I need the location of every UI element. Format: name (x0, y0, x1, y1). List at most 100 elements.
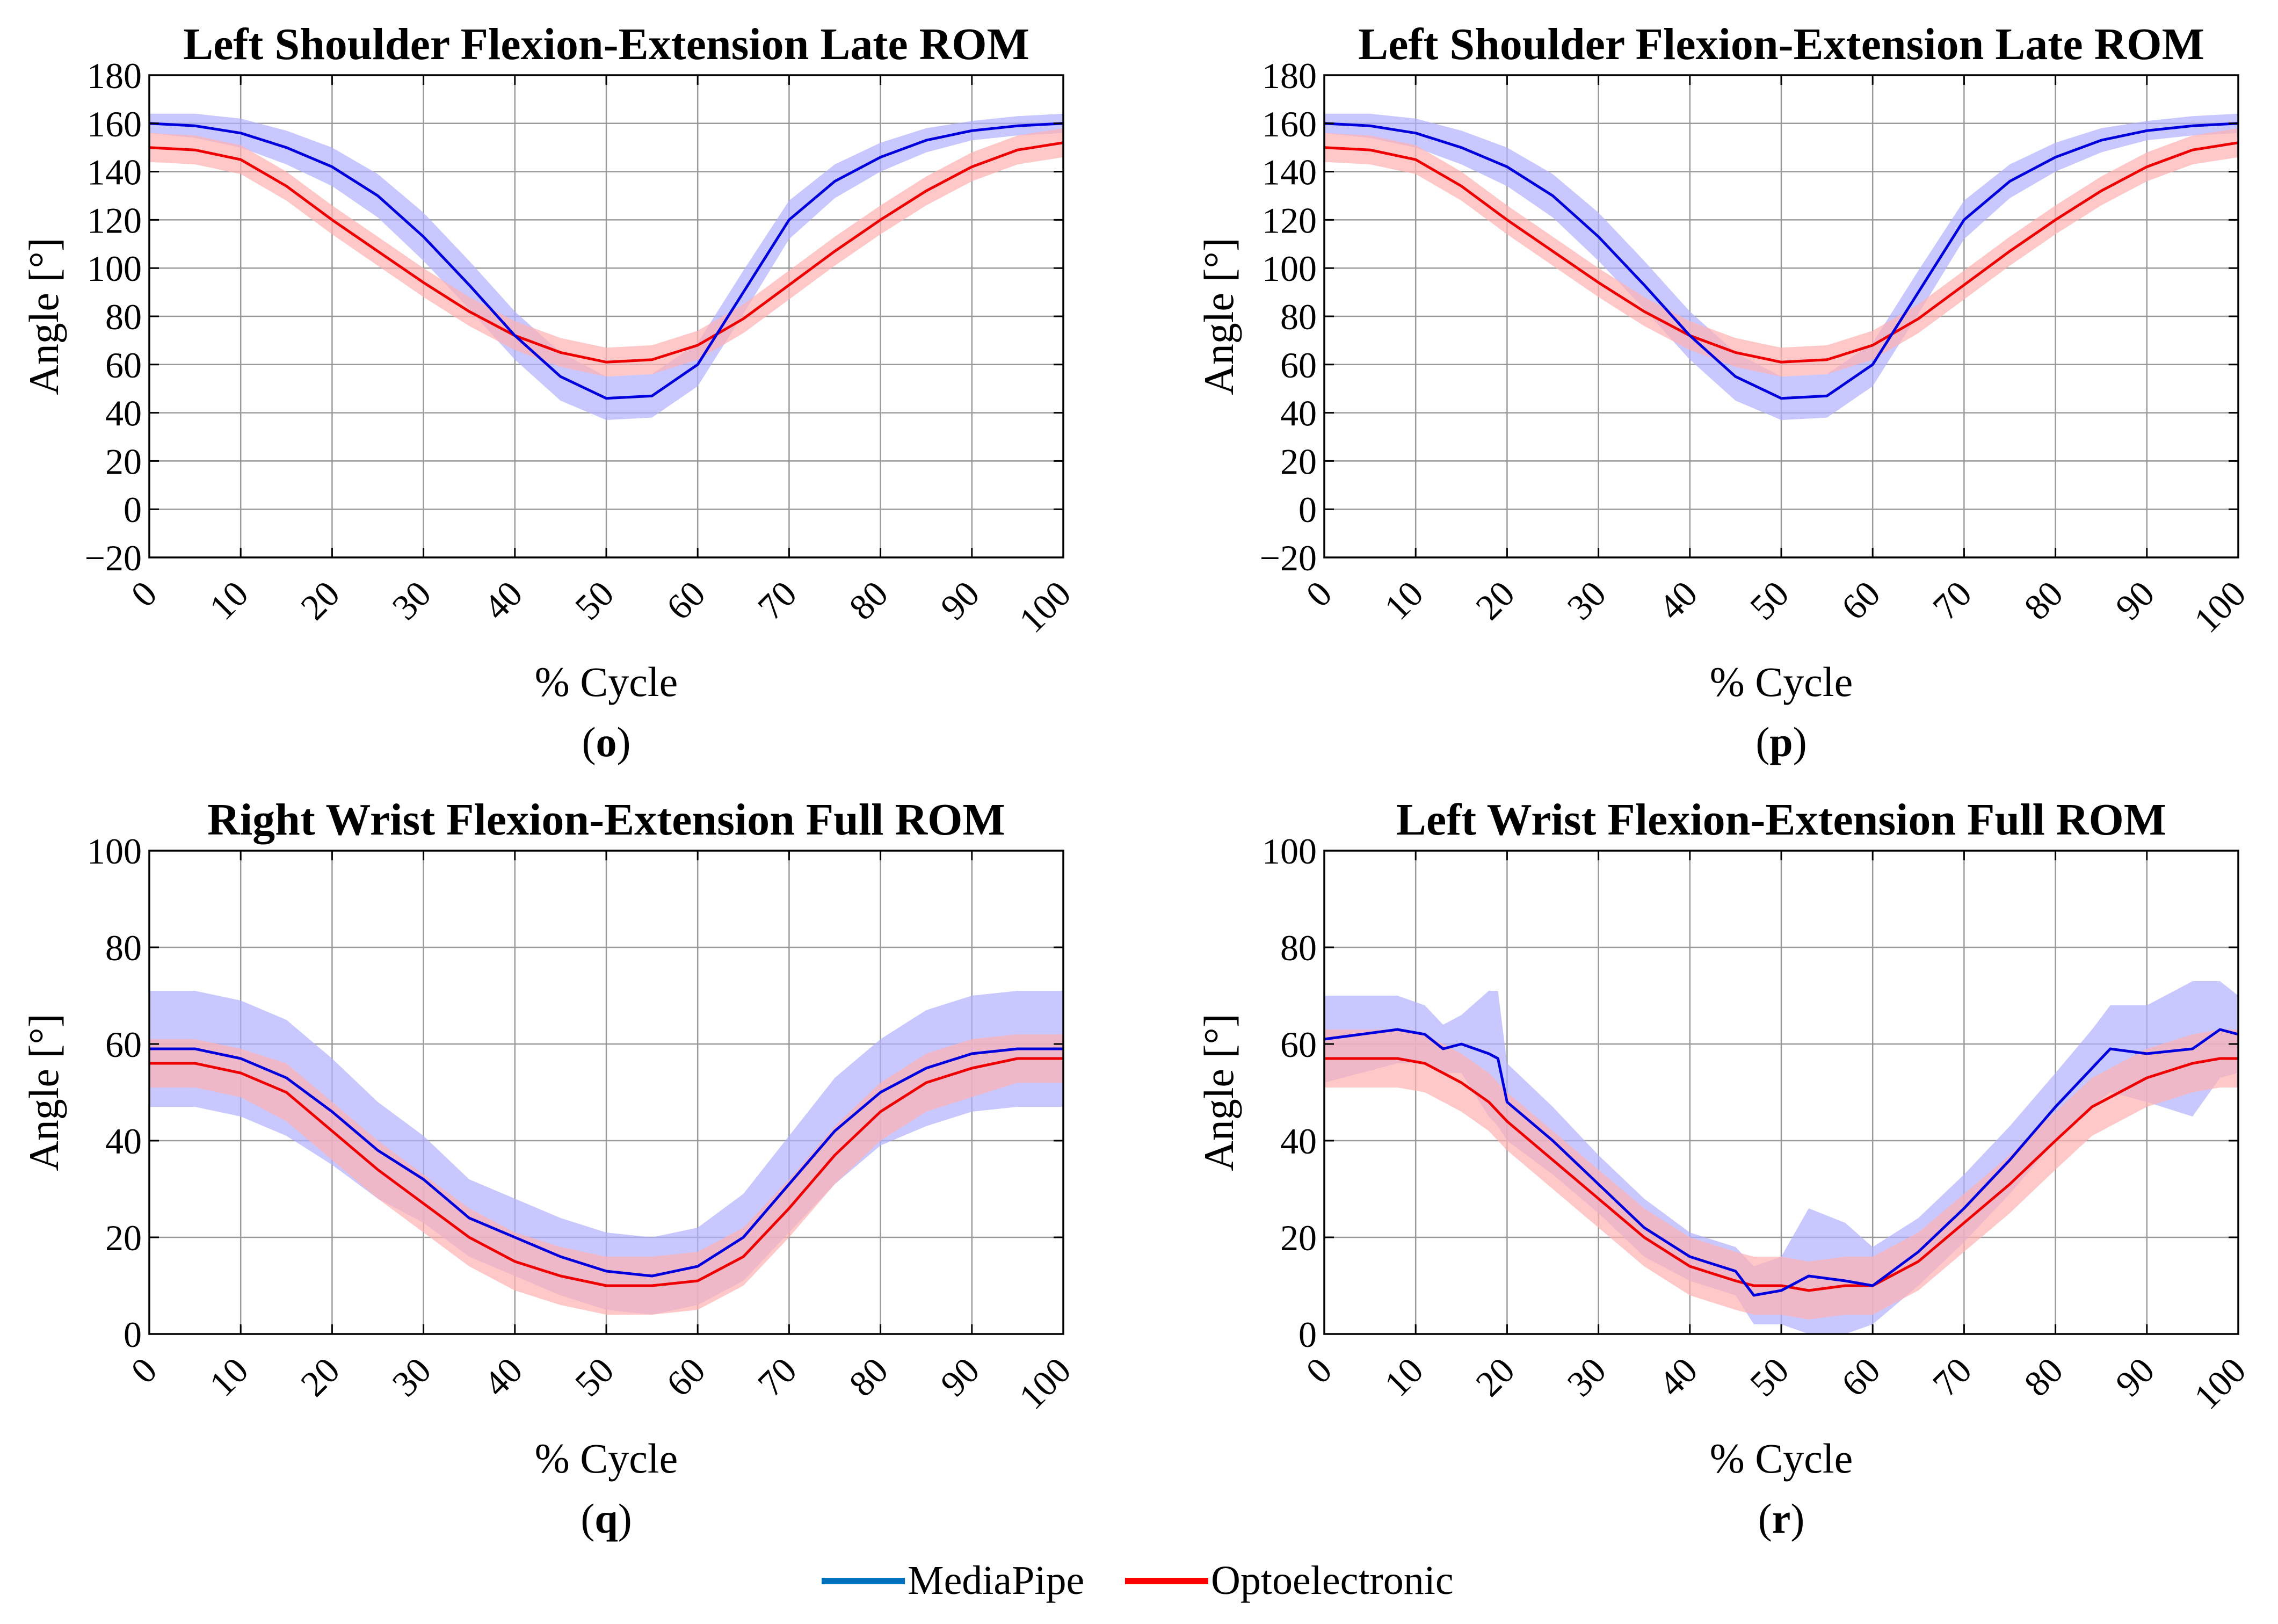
y-tick-label: 120 (87, 200, 142, 241)
x-tick-label: 20 (293, 573, 347, 628)
y-tick-label: 80 (105, 927, 142, 968)
legend-label-optoelectronic: Optoelectronic (1211, 1558, 1454, 1603)
y-tick-label: 80 (105, 296, 142, 337)
line-optoelectronic (149, 141, 1064, 364)
y-tick-label: 80 (1280, 927, 1317, 968)
x-tick-label: 40 (1651, 573, 1706, 628)
y-tick-label: 20 (1280, 1217, 1317, 1258)
y-tick-label: 60 (105, 1024, 142, 1065)
panel-label-close: ) (1793, 719, 1807, 765)
band-optoelectronic (149, 128, 1063, 377)
y-tick-label: 0 (124, 1314, 142, 1355)
x-tick-label: 80 (2016, 573, 2071, 628)
x-tick-label: 90 (2108, 1350, 2163, 1404)
y-tick-label: 40 (1280, 393, 1317, 434)
panel-label-open: ( (581, 1495, 594, 1542)
x-tick-label: 60 (658, 1350, 713, 1404)
line-mediapipe (1324, 1028, 2239, 1297)
x-tick-label: 0 (123, 1350, 165, 1391)
y-tick-label: 20 (105, 1217, 142, 1258)
x-tick-label: 50 (567, 1350, 622, 1404)
x-tick-label: 90 (933, 1350, 988, 1404)
x-tick-label: 10 (201, 573, 256, 628)
y-tick-label: 100 (1262, 831, 1317, 872)
y-tick-label: 160 (1262, 104, 1317, 144)
legend: MediaPipe Optoelectronic (822, 1558, 1454, 1603)
line-mediapipe (1324, 122, 2239, 400)
line-mediapipe (149, 1047, 1063, 1278)
y-tick-label: 80 (1280, 296, 1317, 337)
x-tick-label: 100 (1011, 1350, 1079, 1417)
y-tick-label: 120 (1262, 200, 1317, 241)
x-tick-label: 30 (1559, 1350, 1614, 1404)
y-tick-label: 40 (105, 1121, 142, 1162)
y-tick-label: −20 (1260, 538, 1317, 578)
panel-label-letter: p (1769, 719, 1793, 765)
x-tick-label: 0 (1298, 573, 1340, 615)
x-tick-label: 20 (293, 1350, 347, 1404)
y-tick-label: 180 (87, 55, 142, 96)
y-tick-label: 20 (105, 441, 142, 482)
panel-label-close: ) (618, 1495, 632, 1542)
x-tick-label: 50 (1742, 1350, 1797, 1404)
y-tick-label: −20 (85, 538, 142, 578)
x-tick-label: 60 (1833, 1350, 1888, 1404)
x-tick-label: 90 (933, 573, 988, 628)
y-tick-label: 100 (1262, 248, 1317, 289)
panel-label-letter: o (596, 719, 617, 765)
y-tick-label: 20 (1280, 441, 1317, 482)
x-tick-label: 30 (384, 1350, 439, 1404)
panel-label: (q) (581, 1495, 632, 1542)
y-tick-label: 40 (105, 393, 142, 434)
chart-panel-r: 0 20 40 60 80 100 0 10 20 30 40 50 60 70 80 90 100 Left W… (1195, 795, 2254, 1542)
panel-label-close: ) (617, 719, 631, 765)
x-tick-label: 20 (1468, 1350, 1522, 1404)
line-mediapipe (149, 122, 1064, 400)
x-tick-label: 80 (2016, 1350, 2071, 1404)
panel-label-letter: q (594, 1495, 618, 1542)
x-tick-label: 30 (384, 573, 439, 628)
legend-label-mediapipe: MediaPipe (908, 1558, 1084, 1603)
x-tick-label: 10 (1376, 1350, 1431, 1404)
panel-label-close: ) (1790, 1495, 1804, 1542)
x-tick-label: 0 (123, 573, 165, 615)
chart-panel-q: 0 20 40 60 80 100 0 10 20 30 40 50 60 70 80 90 100 Right … (20, 795, 1079, 1542)
panel-label-open: ( (582, 719, 596, 765)
panel-label: (r) (1758, 1495, 1805, 1542)
x-axis-label: % Cycle (535, 1435, 678, 1482)
band-optoelectronic (1324, 128, 2238, 377)
x-tick-label: 100 (1011, 573, 1079, 641)
y-tick-label: 0 (124, 489, 142, 530)
chart-title: Right Wrist Flexion-Extension Full ROM (207, 795, 1005, 845)
chart-title: Left Wrist Flexion-Extension Full ROM (1396, 795, 2166, 845)
panel-label-open: ( (1758, 1495, 1772, 1542)
y-tick-label: 140 (87, 152, 142, 193)
x-tick-label: 0 (1298, 1350, 1340, 1391)
y-tick-label: 40 (1280, 1121, 1317, 1162)
x-tick-label: 10 (201, 1350, 256, 1404)
x-tick-label: 70 (1925, 1350, 1979, 1404)
band-mediapipe (149, 113, 1063, 421)
band-mediapipe (1324, 113, 2238, 421)
x-tick-label: 40 (476, 573, 531, 628)
chart-title: Left Shoulder Flexion-Extension Late ROM (1358, 19, 2204, 69)
x-tick-label: 20 (1468, 573, 1522, 628)
y-tick-label: 100 (87, 248, 142, 289)
x-tick-label: 90 (2108, 573, 2163, 628)
panel-label: (p) (1755, 719, 1807, 765)
y-axis-label: Angle [°] (1195, 1013, 1242, 1171)
y-tick-label: 0 (1298, 1314, 1317, 1355)
y-tick-label: 0 (1298, 489, 1317, 530)
y-tick-label: 60 (1280, 345, 1317, 386)
line-optoelectronic (149, 1057, 1063, 1287)
y-tick-label: 140 (1262, 152, 1317, 193)
y-tick-label: 60 (105, 345, 142, 386)
panel-label: (o) (582, 719, 631, 765)
x-tick-label: 60 (658, 573, 713, 628)
x-tick-label: 30 (1559, 573, 1614, 628)
x-axis-label: % Cycle (535, 658, 678, 705)
panel-label-open: ( (1755, 719, 1769, 765)
